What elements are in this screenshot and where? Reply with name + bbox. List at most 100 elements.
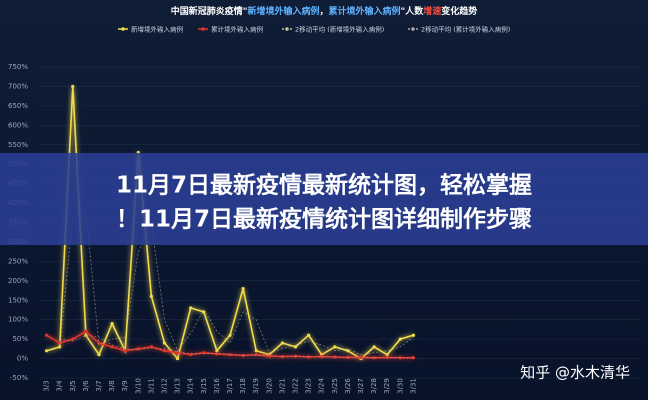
banner-line: ！11月7日最新疫情统计图详细制作步骤 xyxy=(116,206,532,233)
point xyxy=(228,353,232,357)
point xyxy=(162,349,167,353)
point xyxy=(97,353,101,357)
point xyxy=(162,341,167,345)
x-tick-label: 3/12 xyxy=(160,378,168,394)
x-tick-label: 3/25 xyxy=(331,378,339,394)
point xyxy=(110,321,114,326)
title-part: 中国新冠肺炎疫情" xyxy=(171,5,248,17)
point xyxy=(189,306,193,310)
y-tick-label: 250% xyxy=(8,257,28,265)
point xyxy=(84,333,88,337)
x-tick-label: 3/27 xyxy=(357,378,365,394)
point xyxy=(293,345,298,349)
point xyxy=(123,349,127,353)
x-tick-label: 3/18 xyxy=(239,378,247,394)
x-tick-label: 3/5 xyxy=(69,380,77,391)
banner-bg xyxy=(0,153,648,245)
point xyxy=(136,347,140,351)
point xyxy=(71,84,75,89)
y-tick-label: -50% xyxy=(10,374,28,382)
point xyxy=(320,355,324,359)
point xyxy=(241,286,245,291)
title-part: 增速 xyxy=(423,5,441,17)
point xyxy=(84,329,88,333)
x-tick-label: 3/22 xyxy=(292,378,300,394)
y-tick-label: 750% xyxy=(8,63,28,71)
point xyxy=(175,356,180,361)
y-tick-label: 200% xyxy=(8,277,28,285)
y-tick-label: 550% xyxy=(8,141,28,149)
x-tick-label: 3/16 xyxy=(213,378,221,394)
banner-line: 11月7日最新疫情最新统计图，轻松掌握 xyxy=(116,172,532,199)
point xyxy=(215,352,219,356)
point xyxy=(372,356,376,360)
x-tick-label: 3/21 xyxy=(278,378,286,394)
point xyxy=(307,333,311,337)
title-part: 新增境外输入病例 xyxy=(247,5,319,17)
x-tick-label: 3/8 xyxy=(108,380,116,391)
legend-dot xyxy=(201,27,205,31)
legend-label: 2移动平均 (累计境外输入病例) xyxy=(421,25,510,34)
x-tick-label: 3/3 xyxy=(43,380,51,391)
point xyxy=(97,341,101,345)
point xyxy=(44,333,49,337)
legend-label: 2移动平均 (新增境外输入病例) xyxy=(295,25,384,34)
x-tick-label: 3/14 xyxy=(187,378,195,394)
point xyxy=(280,341,285,345)
point xyxy=(215,349,219,353)
series-line xyxy=(59,210,414,356)
x-tick-label: 3/28 xyxy=(370,378,378,394)
point xyxy=(333,345,337,349)
series-line xyxy=(59,334,414,359)
title-part: 变化趋势 xyxy=(441,5,477,17)
x-tick-label: 3/6 xyxy=(82,380,90,392)
point xyxy=(411,333,416,337)
x-tick-label: 3/4 xyxy=(56,380,64,392)
y-tick-label: 150% xyxy=(8,296,28,304)
y-tick-label: 700% xyxy=(8,82,28,90)
x-tick-label: 3/24 xyxy=(318,378,326,394)
x-tick-label: 3/15 xyxy=(200,378,208,394)
point xyxy=(346,349,350,353)
point xyxy=(398,337,402,341)
title-part: "人数 xyxy=(401,5,425,17)
point xyxy=(307,355,311,359)
x-tick-label: 3/11 xyxy=(147,378,155,394)
x-tick-label: 3/26 xyxy=(344,378,352,394)
chart-title: 中国新冠肺炎疫情"新增境外输入病例，累计境外输入病例"人数增速变化趋势 xyxy=(171,5,477,17)
watermark: 知乎 @水木清华 xyxy=(520,364,630,382)
x-tick-label: 3/17 xyxy=(226,378,234,394)
point xyxy=(372,345,376,349)
point xyxy=(149,294,153,298)
point xyxy=(58,341,62,345)
x-tick-label: 3/9 xyxy=(121,380,129,391)
legend-label: 累计境外输入病例 xyxy=(211,25,263,34)
point xyxy=(228,333,232,337)
point xyxy=(202,310,206,314)
y-tick-label: 0% xyxy=(17,355,28,363)
y-tick-label: 50% xyxy=(12,335,28,343)
x-tick-label: 3/13 xyxy=(174,378,182,394)
point xyxy=(254,349,258,353)
legend-dot xyxy=(285,27,289,31)
x-tick-label: 3/7 xyxy=(95,380,103,391)
point xyxy=(110,345,114,349)
x-tick-label: 3/19 xyxy=(252,378,260,394)
x-tick-label: 3/23 xyxy=(305,378,313,394)
title-part: 累计境外输入病例 xyxy=(328,5,400,17)
x-tick-label: 3/10 xyxy=(134,378,142,394)
legend-label: 新增境外输入病例 xyxy=(131,25,183,34)
y-tick-label: 100% xyxy=(8,316,28,324)
legend-dot xyxy=(121,27,125,31)
title-part: ， xyxy=(319,7,328,17)
point xyxy=(280,355,285,359)
y-tick-label: 600% xyxy=(8,121,28,129)
point xyxy=(359,355,363,359)
x-tick-label: 3/31 xyxy=(409,378,417,394)
legend: 新增境外输入病例 累计境外输入病例 2移动平均 (新增境外输入病例) 2移动平均 (累… xyxy=(118,25,510,34)
y-tick-label: 650% xyxy=(8,102,28,110)
legend-dot xyxy=(411,27,415,31)
point xyxy=(411,356,416,360)
point xyxy=(385,353,389,357)
